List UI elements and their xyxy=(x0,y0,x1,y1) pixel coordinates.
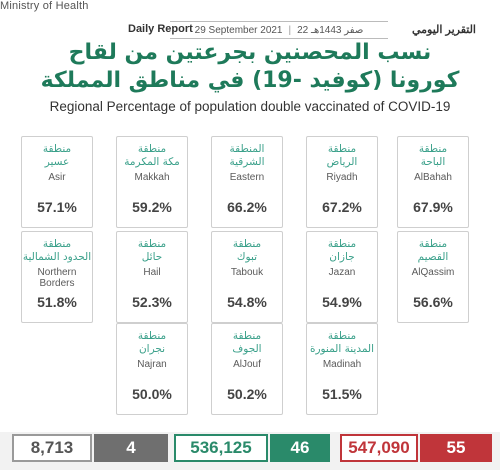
region-card: منطقة القصيم AlQassim 56.6% xyxy=(397,231,469,323)
stat-box: 55 xyxy=(420,434,492,462)
region-prefix: منطقة xyxy=(327,330,357,342)
region-percentage: 66.2% xyxy=(227,199,267,215)
region-percentage: 52.3% xyxy=(132,294,172,310)
region-name-ar: الحدود الشمالية xyxy=(22,251,92,263)
region-prefix: منطقة xyxy=(137,238,167,250)
region-card: منطقة الباحة AlBahah 67.9% xyxy=(397,136,469,228)
report-date: 29 September 2021 | 22 صفر 1443هـ xyxy=(170,21,388,39)
region-card: منطقة الحدود الشمالية Northern Borders 5… xyxy=(21,231,93,323)
stat-box: 536,125 xyxy=(174,434,268,462)
ministry-label: Ministry of Health xyxy=(0,0,89,12)
region-card: منطقة نجران Najran 50.0% xyxy=(116,323,188,415)
region-name-ar: القصيم xyxy=(417,251,449,263)
title-en: Regional Percentage of population double… xyxy=(49,99,451,114)
region-percentage: 57.1% xyxy=(37,199,77,215)
region-name-en: Jazan xyxy=(328,267,356,278)
region-prefix: منطقة xyxy=(327,238,357,250)
region-card: منطقة الجوف AlJouf 50.2% xyxy=(211,323,283,415)
region-percentage: 56.6% xyxy=(413,294,453,310)
region-name-ar: نجران xyxy=(138,343,166,355)
stat-box: 46 xyxy=(270,434,330,462)
stat-value: 55 xyxy=(446,438,466,457)
region-card: منطقة حائل Hail 52.3% xyxy=(116,231,188,323)
region-name-ar: عسير xyxy=(44,156,70,168)
region-name-en: Asir xyxy=(48,172,66,183)
stat-value: 46 xyxy=(290,438,310,457)
region-percentage: 54.8% xyxy=(227,294,267,310)
region-card: المنطقة الشرقية Eastern 66.2% xyxy=(211,136,283,228)
report-label-en: Daily Report xyxy=(128,23,193,35)
region-percentage: 50.0% xyxy=(132,386,172,402)
region-name-en: AlQassim xyxy=(411,267,455,278)
stats-bar: 8,713 4 536,125 46 547,090 55 xyxy=(0,432,500,470)
region-name-en: Hail xyxy=(143,267,161,278)
region-percentage: 67.2% xyxy=(322,199,362,215)
region-prefix: منطقة xyxy=(232,330,262,342)
region-name-ar: المدينة المنورة xyxy=(309,343,375,355)
region-name-en: Madinah xyxy=(322,359,362,370)
region-prefix: منطقة xyxy=(42,143,72,155)
stat-box: 8,713 xyxy=(12,434,92,462)
stat-value: 536,125 xyxy=(190,438,252,457)
region-percentage: 54.9% xyxy=(322,294,362,310)
region-name-ar: مكة المكرمة xyxy=(124,156,180,168)
region-name-ar: الشرقية xyxy=(229,156,265,168)
region-name-en: Najran xyxy=(137,359,167,370)
region-card: منطقة جازان Jazan 54.9% xyxy=(306,231,378,323)
stat-value: 4 xyxy=(126,438,136,457)
region-name-ar: تبوك xyxy=(236,251,258,263)
region-prefix: منطقة xyxy=(327,143,357,155)
title-ar-line2: كورونا (كوفيد -19) في مناطق المملكة xyxy=(40,68,460,93)
ministry-name: Ministry of Health xyxy=(0,0,89,12)
region-percentage: 59.2% xyxy=(132,199,172,215)
region-percentage: 67.9% xyxy=(413,199,453,215)
region-prefix: منطقة xyxy=(418,143,448,155)
date-gregorian: 29 September 2021 xyxy=(194,24,283,36)
region-prefix: منطقة xyxy=(42,238,72,250)
title-ar-line1: نسب المحصنين بجرعتين من لقاح xyxy=(68,40,432,65)
stat-value: 8,713 xyxy=(30,438,74,457)
report-label-ar: التقرير اليومي xyxy=(411,23,476,36)
region-percentage: 51.8% xyxy=(37,294,77,310)
stat-value: 547,090 xyxy=(348,438,410,457)
region-card: منطقة مكة المكرمة Makkah 59.2% xyxy=(116,136,188,228)
region-prefix: منطقة xyxy=(137,143,167,155)
region-prefix: منطقة xyxy=(418,238,448,250)
region-card: منطقة عسير Asir 57.1% xyxy=(21,136,93,228)
region-prefix: منطقة xyxy=(137,330,167,342)
stat-box: 4 xyxy=(94,434,168,462)
region-prefix: المنطقة xyxy=(229,143,265,155)
region-name-en: AlJouf xyxy=(233,359,261,370)
region-percentage: 51.5% xyxy=(322,386,362,402)
report-bar: Daily Report 29 September 2021 | 22 صفر … xyxy=(128,21,476,39)
region-name-en: Tabouk xyxy=(230,267,264,278)
region-card: منطقة تبوك Tabouk 54.8% xyxy=(211,231,283,323)
region-name-ar: الجوف xyxy=(232,343,262,355)
stat-box: 547,090 xyxy=(340,434,418,462)
region-name-ar: جازان xyxy=(329,251,355,263)
region-name-en: Riyadh xyxy=(326,172,358,183)
region-name-en: AlBahah xyxy=(414,172,452,183)
region-prefix: منطقة xyxy=(232,238,262,250)
region-card: منطقة المدينة المنورة Madinah 51.5% xyxy=(306,323,378,415)
region-percentage: 50.2% xyxy=(227,386,267,402)
date-separator: | xyxy=(288,24,292,36)
region-name-en: Makkah xyxy=(134,172,170,183)
region-name-ar: الباحة xyxy=(420,156,446,168)
region-name-en: Northern Borders xyxy=(37,267,77,289)
region-card: منطقة الرياض Riyadh 67.2% xyxy=(306,136,378,228)
date-hijri: 22 صفر 1443هـ xyxy=(297,24,364,36)
region-name-ar: حائل xyxy=(141,251,163,263)
region-name-ar: الرياض xyxy=(326,156,358,168)
region-name-en: Eastern xyxy=(229,172,265,183)
